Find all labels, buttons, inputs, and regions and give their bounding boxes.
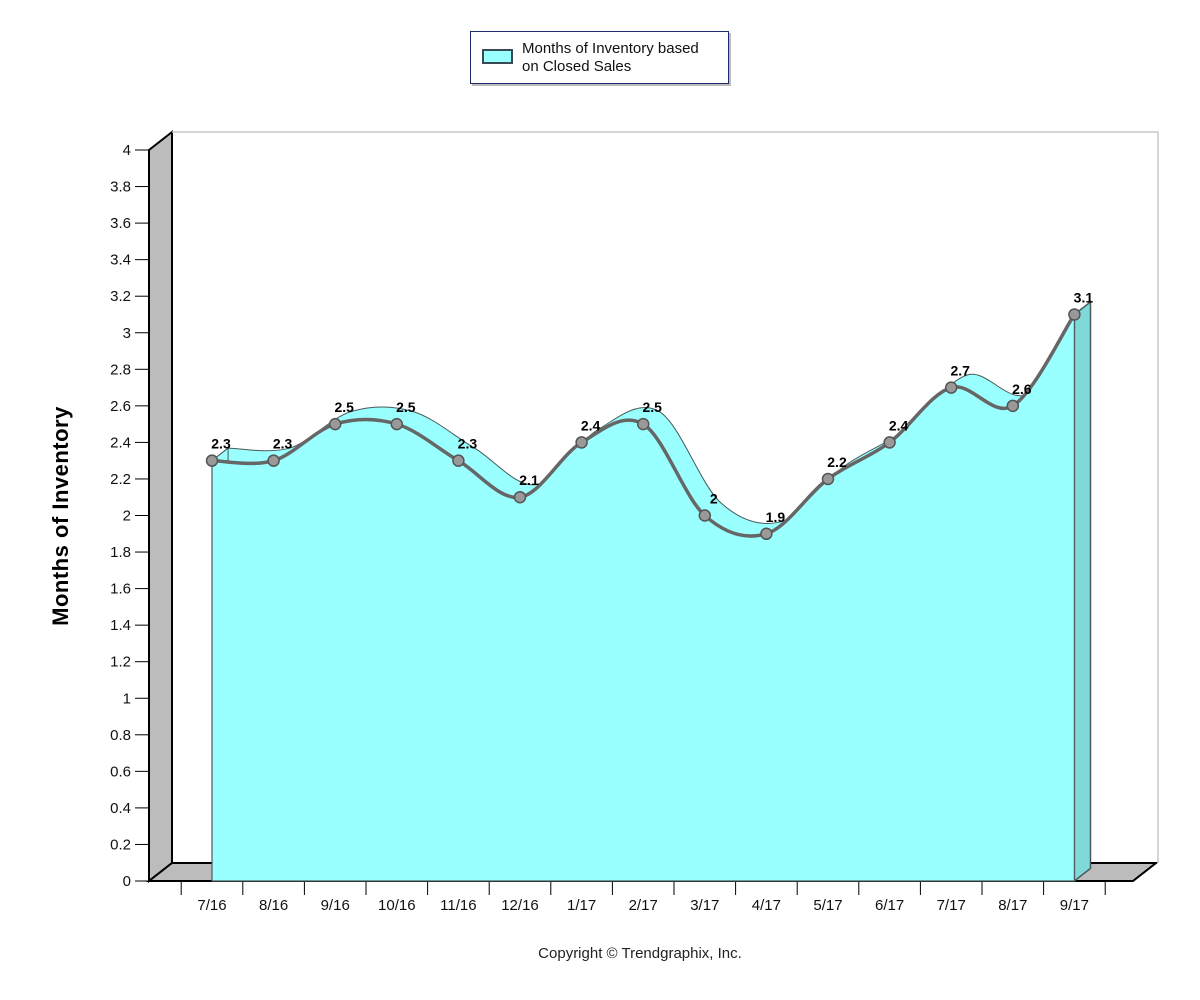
data-label: 2: [710, 491, 718, 507]
data-point: [883, 436, 896, 449]
x-tick-label: 11/16: [440, 897, 476, 914]
y-tick-label: 0.4: [110, 800, 131, 817]
data-label: 2.4: [581, 417, 601, 433]
data-point: [698, 509, 712, 522]
data-point: [944, 381, 958, 394]
y-tick-label: 2.2: [110, 471, 131, 488]
y-tick-label: 1: [123, 690, 131, 707]
x-tick-label: 7/17: [937, 897, 966, 914]
y-tick-label: 0.6: [110, 763, 131, 780]
data-label: 2.6: [1012, 381, 1032, 397]
y-tick-label: 2: [123, 508, 131, 525]
data-label: 2.7: [950, 363, 970, 379]
x-tick-label: 8/16: [259, 897, 288, 914]
x-tick-label: 9/17: [1060, 897, 1089, 914]
y-tick-label: 2.4: [110, 434, 131, 451]
y-tick-label: 3.8: [110, 179, 131, 196]
data-point: [328, 417, 342, 431]
data-point: [821, 472, 835, 486]
x-tick-label: 6/17: [875, 897, 904, 914]
area-series: [210, 300, 1092, 883]
x-tick-label: 10/16: [378, 897, 416, 914]
y-tick-label: 2.8: [110, 361, 131, 378]
data-point: [205, 454, 219, 467]
data-label: 2.5: [642, 399, 662, 415]
x-tick-label: 5/17: [813, 897, 842, 914]
data-label: 2.4: [889, 417, 909, 433]
data-point: [575, 436, 588, 449]
legend-label: Months of Inventory based on Closed Sale…: [522, 40, 722, 76]
data-point: [636, 417, 650, 431]
data-markers: [205, 308, 1081, 541]
legend: Months of Inventory based on Closed Sale…: [470, 31, 729, 84]
data-point: [760, 527, 773, 541]
data-label: 1.9: [766, 509, 786, 525]
legend-label-line2: on Closed Sales: [522, 58, 632, 75]
data-point: [452, 454, 465, 467]
y-tick-label: 0: [123, 873, 131, 890]
x-tick-label: 8/17: [998, 897, 1027, 914]
x-tick-label: 3/17: [690, 897, 719, 914]
data-point: [390, 417, 404, 431]
data-point: [1006, 399, 1020, 413]
y-tick-label: 0.2: [110, 836, 131, 853]
y-tick-label: 1.2: [110, 654, 131, 671]
x-tick-label: 12/16: [501, 897, 539, 914]
y-tick-label: 1.6: [110, 581, 131, 598]
x-tick-label: 2/17: [629, 897, 658, 914]
y-tick-label: 3.6: [110, 215, 131, 232]
data-label: 3.1: [1074, 289, 1094, 305]
x-tick-label: 7/16: [197, 897, 226, 914]
data-label: 2.3: [273, 436, 293, 452]
x-tick-label: 1/17: [567, 897, 596, 914]
data-label: 2.2: [827, 454, 847, 470]
y-tick-label: 4: [123, 142, 131, 159]
y-tick-label: 1.8: [110, 544, 131, 561]
y-axis-title: Months of Inventory: [48, 406, 73, 626]
y-tick-label: 2.6: [110, 398, 131, 415]
data-label: 2.5: [396, 399, 416, 415]
legend-label-line1: Months of Inventory based: [522, 40, 699, 57]
y-axis: 0 0.2 0.4 0.6 0.8 1 1.2 1.4 1.6 1.8 2 2.2 2.4 2.6 2.8 3…: [110, 142, 149, 890]
y-tick-label: 1.4: [110, 617, 131, 634]
data-label: 2.3: [211, 436, 231, 452]
data-label: 2.3: [458, 436, 478, 452]
data-point: [513, 490, 527, 504]
area-side-face: [1073, 300, 1092, 883]
y-tick-label: 3: [123, 325, 131, 342]
x-axis: 7/16 8/16 9/16 10/16 11/16 12/16 1/17 2/17 3/17 4…: [149, 880, 1133, 914]
data-point: [1068, 308, 1081, 321]
y-tick-label: 3.4: [110, 252, 131, 269]
data-labels: 2.3 2.3 2.5 2.5 2.3 2.1 2.4 2.5 2 1.9 2.2 2.4 2.7 2.6…: [211, 289, 1093, 524]
y-tick-label: 0.8: [110, 727, 131, 744]
data-label: 2.1: [519, 472, 539, 488]
data-label: 2.5: [334, 399, 354, 415]
x-tick-label: 9/16: [321, 897, 350, 914]
copyright-text: Copyright © Trendgraphix, Inc.: [538, 945, 742, 962]
legend-swatch: [482, 49, 513, 64]
y-tick-label: 3.2: [110, 288, 131, 305]
data-point: [267, 454, 280, 467]
x-tick-label: 4/17: [752, 897, 781, 914]
left-wall: [148, 129, 173, 884]
back-wall-border: [172, 131, 1159, 863]
